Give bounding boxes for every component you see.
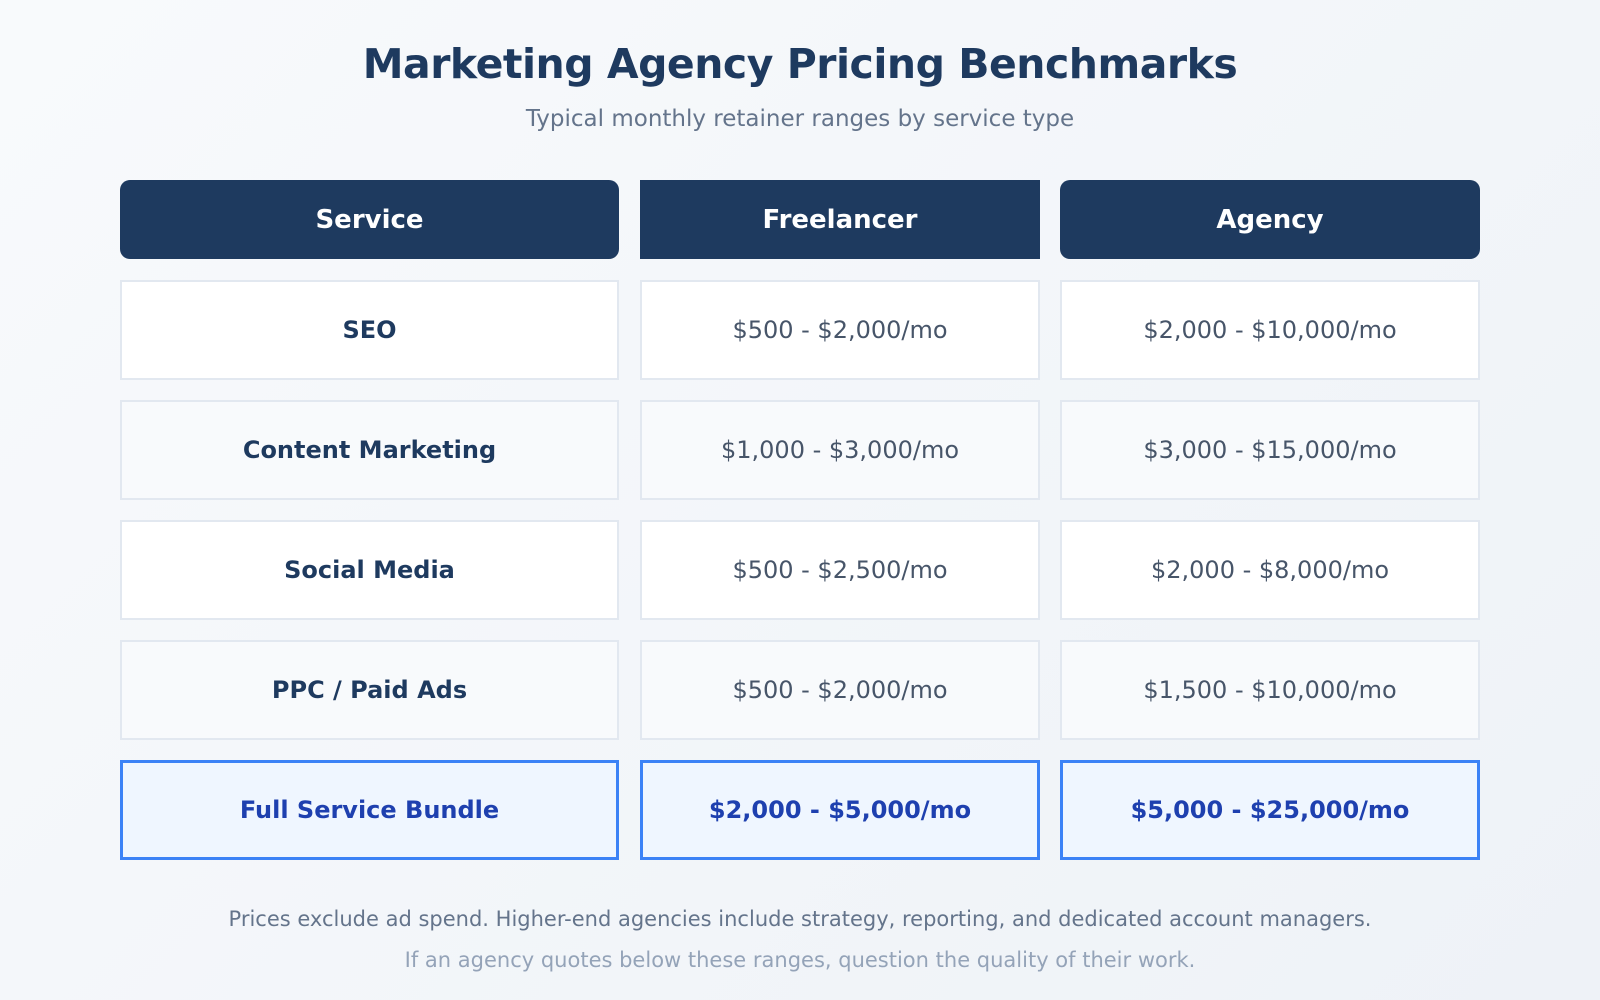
price-cell: $5,000 - $25,000/mo <box>1060 760 1480 860</box>
service-cell: PPC / Paid Ads <box>120 640 619 740</box>
column-header: Freelancer <box>640 180 1040 259</box>
price-cell: $2,000 - $5,000/mo <box>640 760 1040 860</box>
service-cell: Content Marketing <box>120 400 619 500</box>
service-cell: Social Media <box>120 520 619 620</box>
price-cell: $500 - $2,000/mo <box>640 640 1040 740</box>
price-cell: $2,000 - $8,000/mo <box>1060 520 1480 620</box>
price-cell: $500 - $2,000/mo <box>640 280 1040 380</box>
service-cell: SEO <box>120 280 619 380</box>
title: Marketing Agency Pricing Benchmarks <box>362 40 1238 88</box>
price-cell: $1,500 - $10,000/mo <box>1060 640 1480 740</box>
column-header: Agency <box>1060 180 1480 259</box>
price-cell: $500 - $2,500/mo <box>640 520 1040 620</box>
footer-note: Prices exclude ad spend. Higher-end agen… <box>228 907 1372 931</box>
service-cell: Full Service Bundle <box>120 760 619 860</box>
footer-note: If an agency quotes below these ranges, … <box>404 948 1196 972</box>
price-cell: $2,000 - $10,000/mo <box>1060 280 1480 380</box>
subtitle: Typical monthly retainer ranges by servi… <box>525 106 1075 132</box>
column-header: Service <box>120 180 619 259</box>
price-cell: $3,000 - $15,000/mo <box>1060 400 1480 500</box>
price-cell: $1,000 - $3,000/mo <box>640 400 1040 500</box>
